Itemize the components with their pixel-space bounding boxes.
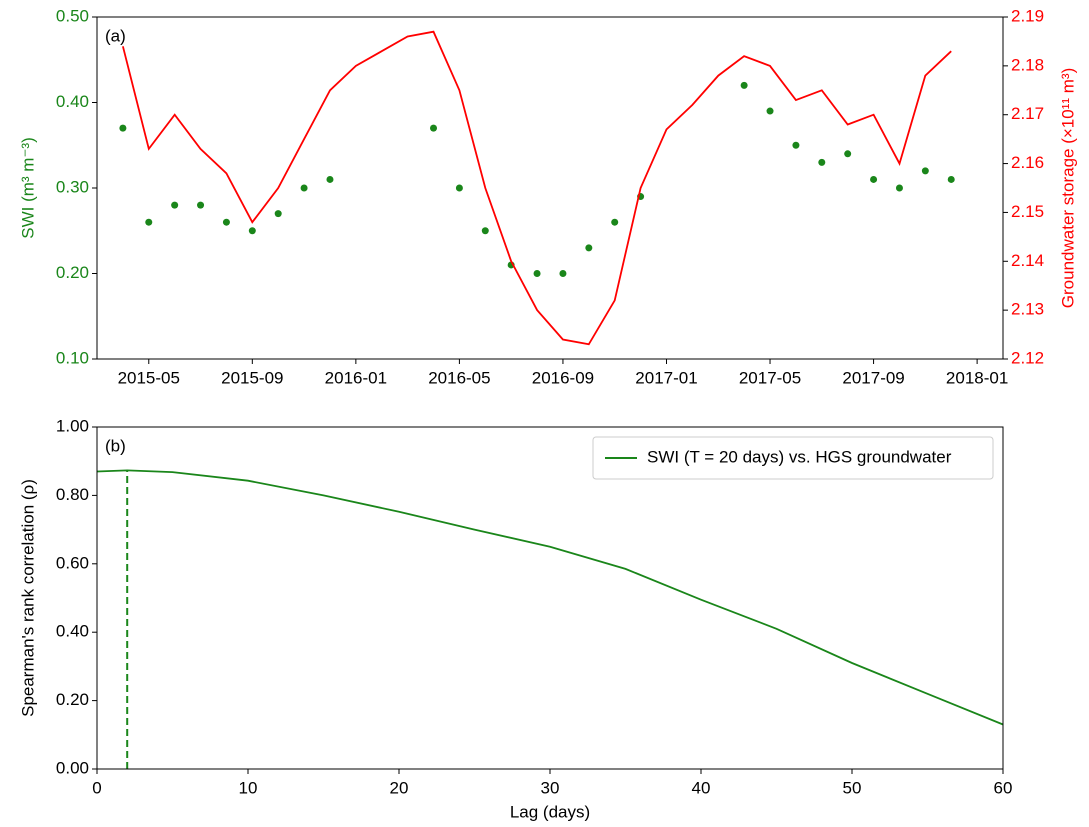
y-tick-label: 0.60 [56, 553, 89, 572]
swi-point [792, 141, 800, 149]
y-tick-label: 0.40 [56, 622, 89, 641]
x-tick-label: 10 [239, 778, 258, 797]
y2-tick-label: 2.13 [1011, 300, 1044, 319]
x-tick-label: 2017-01 [635, 368, 697, 387]
x-axis-label: Lag (days) [510, 802, 590, 821]
swi-point [455, 184, 463, 192]
plot-frame [96, 426, 1004, 770]
swi-point [533, 270, 541, 277]
swi-point [248, 227, 256, 235]
swi-point [611, 218, 619, 226]
y-axis-label: SWI (m³ m⁻³) [18, 137, 37, 239]
y2-tick-label: 2.16 [1011, 153, 1044, 172]
x-tick-label: 2016-09 [532, 368, 594, 387]
y-tick-label: 0.00 [56, 758, 89, 777]
swi-point [585, 244, 593, 252]
y2-tick-label: 2.12 [1011, 348, 1044, 367]
swi-point [119, 124, 127, 132]
x-tick-label: 2017-05 [739, 368, 801, 387]
x-tick-label: 2018-01 [946, 368, 1008, 387]
y-tick-label: 1.00 [56, 416, 89, 435]
swi-point [559, 270, 567, 277]
x-tick-label: 60 [994, 778, 1013, 797]
x-tick-label: 2017-09 [842, 368, 904, 387]
legend-box [592, 436, 994, 480]
y2-tick-label: 2.19 [1011, 6, 1044, 25]
swi-point [171, 201, 179, 209]
panel-label: (a) [105, 26, 126, 45]
y2-tick-label: 2.14 [1011, 251, 1044, 270]
x-tick-label: 30 [541, 778, 560, 797]
swi-point [145, 218, 153, 226]
swi-point [844, 150, 852, 158]
swi-point [300, 184, 308, 192]
swi-point [740, 81, 748, 89]
swi-point [947, 175, 955, 183]
x-tick-label: 40 [692, 778, 711, 797]
swi-point [766, 107, 774, 115]
y-tick-label: 0.80 [56, 485, 89, 504]
x-tick-label: 2015-05 [118, 368, 180, 387]
swi-point [921, 167, 929, 175]
y-tick-label: 0.20 [56, 690, 89, 709]
x-tick-label: 2015-09 [221, 368, 283, 387]
x-tick-label: 20 [390, 778, 409, 797]
swi-point [870, 175, 878, 183]
swi-point [818, 158, 826, 166]
series-line [97, 469, 1003, 726]
swi-point [895, 184, 903, 192]
swi-point [274, 210, 282, 218]
x-tick-label: 2016-05 [428, 368, 490, 387]
plot-frame [96, 16, 1004, 360]
swi-point [430, 124, 438, 132]
y2-tick-label: 2.15 [1011, 202, 1044, 221]
y2-tick-label: 2.17 [1011, 104, 1044, 123]
swi-point [197, 201, 205, 209]
x-tick-label: 0 [92, 778, 101, 797]
y2-tick-label: 2.18 [1011, 55, 1044, 74]
y-tick-label: 0.10 [56, 348, 89, 367]
swi-point [481, 227, 489, 235]
series-line [122, 30, 952, 346]
panel-label: (b) [105, 436, 126, 455]
y-tick-label: 0.40 [56, 92, 89, 111]
y-axis-label: Spearman's rank correlation (ρ) [18, 479, 37, 717]
y-tick-label: 0.30 [56, 177, 89, 196]
swi-point [222, 218, 230, 226]
y-tick-label: 0.50 [56, 6, 89, 25]
legend-label: SWI (T = 20 days) vs. HGS groundwater [647, 447, 952, 466]
x-tick-label: 2016-01 [325, 368, 387, 387]
y-tick-label: 0.20 [56, 263, 89, 282]
x-tick-label: 50 [843, 778, 862, 797]
y2-axis-label: Groundwater storage (×10¹¹ m³) [1058, 68, 1077, 308]
swi-point [326, 175, 334, 183]
